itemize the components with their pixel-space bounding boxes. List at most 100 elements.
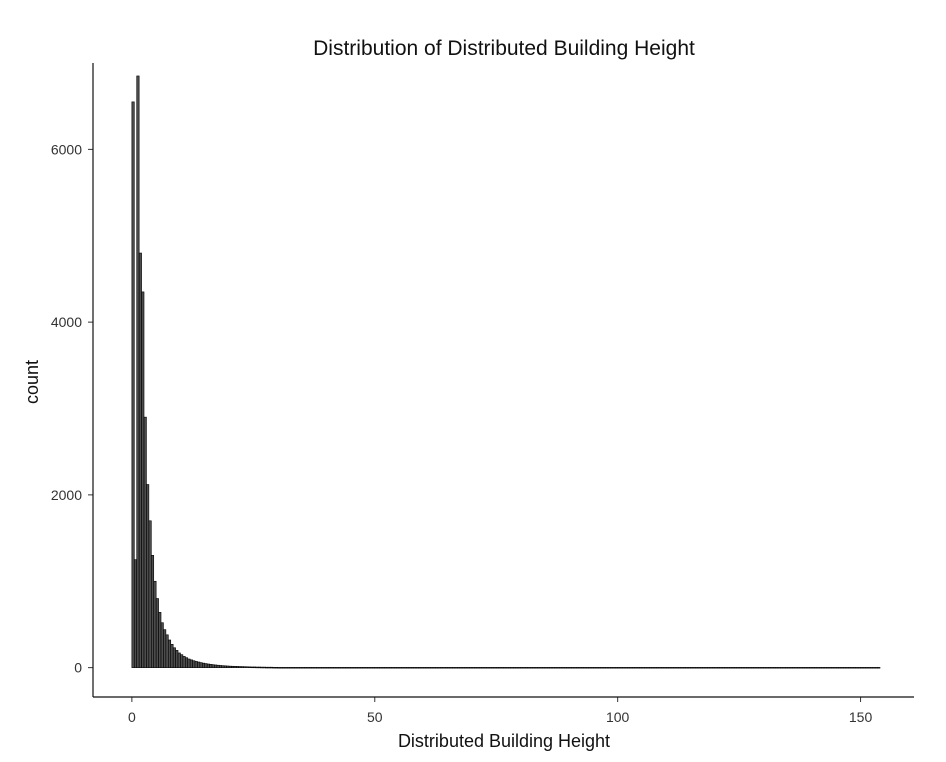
histogram-bar: [746, 667, 750, 669]
histogram-bar: [379, 667, 383, 669]
histogram-bar: [614, 667, 618, 669]
histogram-bar: [245, 666, 249, 668]
histogram-bar: [687, 667, 691, 669]
histogram-bar: [651, 667, 655, 669]
y-tick-label: 4000: [51, 314, 82, 330]
histogram-bar: [804, 667, 808, 669]
histogram-bar: [301, 667, 305, 669]
histogram-bar: [668, 667, 672, 669]
histogram-bar: [818, 667, 823, 669]
histogram-bar: [274, 666, 278, 669]
histogram-bar: [255, 666, 259, 669]
x-tick-label: 0: [128, 709, 136, 725]
histogram-bar: [505, 667, 509, 669]
histogram-bar: [248, 666, 252, 668]
histogram-bar: [855, 667, 859, 669]
histogram-bar: [148, 520, 152, 668]
histogram-bar: [362, 667, 366, 669]
histogram-bar: [406, 667, 410, 669]
histogram-bar: [605, 667, 609, 669]
histogram-bar: [430, 667, 434, 669]
histogram-bar: [308, 667, 312, 669]
histogram-bar: [500, 667, 504, 669]
histogram-bar: [767, 667, 771, 669]
histogram-bar: [831, 667, 835, 669]
x-axis-title: Distributed Building Height: [398, 731, 610, 751]
histogram-bar: [794, 667, 798, 669]
histogram-bar: [806, 667, 810, 669]
histogram-bar: [653, 667, 657, 669]
histogram-bar: [287, 667, 291, 669]
histogram-bar: [784, 667, 788, 669]
histogram-bar: [719, 667, 723, 669]
histogram-bar: [449, 667, 453, 669]
histogram-bar: [631, 667, 635, 669]
histogram-bar: [869, 667, 874, 669]
histogram-bar: [665, 667, 669, 669]
histogram-bar: [809, 667, 813, 669]
histogram-bar: [226, 665, 230, 668]
histogram-bar: [566, 667, 570, 669]
histogram-bar: [799, 667, 803, 669]
histogram-bar: [185, 657, 189, 668]
histogram-bar: [816, 667, 820, 669]
histogram-bar: [578, 667, 582, 669]
histogram-bar: [311, 667, 315, 669]
histogram-bar: [236, 666, 240, 668]
histogram-bar: [763, 667, 767, 669]
histogram-bar: [644, 667, 648, 669]
x-tick-label: 100: [606, 709, 630, 725]
histogram-bar: [265, 666, 269, 669]
histogram-bar: [182, 656, 186, 668]
chart-title: Distribution of Distributed Building Hei…: [313, 37, 695, 60]
histogram-bar: [525, 667, 529, 669]
histogram-bar: [559, 667, 563, 669]
histogram-bar: [291, 667, 295, 669]
histogram-bar: [175, 650, 179, 668]
histogram-bar: [707, 667, 711, 669]
y-tick-label: 2000: [51, 487, 82, 503]
histogram-bar: [172, 647, 176, 668]
histogram-bar: [418, 667, 422, 669]
histogram-bar: [845, 667, 849, 669]
histogram-bar: [568, 667, 572, 669]
histogram-bar: [260, 666, 264, 669]
histogram-bar: [398, 667, 402, 669]
histogram-bar: [610, 667, 614, 669]
histogram-bar: [716, 667, 720, 669]
histogram-bar: [483, 667, 487, 669]
histogram-bar: [270, 666, 274, 669]
histogram-bar: [646, 667, 650, 669]
histogram-bar: [415, 667, 419, 669]
histogram-bar: [857, 667, 861, 669]
y-tick-label: 6000: [51, 141, 82, 157]
histogram-bar: [350, 667, 354, 669]
histogram-bar: [542, 667, 546, 669]
histogram-bar: [461, 667, 465, 669]
histogram-bar: [597, 667, 601, 669]
histogram-bar: [750, 667, 754, 669]
histogram-bar: [340, 667, 344, 669]
histogram-bar: [641, 667, 645, 669]
histogram-bar: [318, 667, 322, 669]
histogram-bar: [427, 667, 431, 669]
histogram-bar: [780, 667, 784, 669]
histogram-bar: [464, 667, 468, 669]
histogram-bar: [695, 667, 699, 669]
histogram-bar: [403, 667, 407, 669]
histogram-bar: [814, 667, 818, 669]
histogram-bar: [393, 667, 397, 669]
histogram-bar: [862, 667, 866, 669]
histogram-bar: [374, 667, 378, 669]
histogram-bar: [755, 667, 759, 669]
histogram-bar: [299, 667, 303, 669]
histogram-bar: [206, 663, 210, 668]
histogram-bar: [712, 667, 716, 669]
histogram-bar: [544, 667, 548, 669]
histogram-bar: [440, 667, 444, 669]
histogram-bar: [821, 667, 825, 669]
histogram-bar: [202, 662, 206, 668]
histogram-bar: [508, 667, 512, 669]
histogram-bar: [833, 667, 837, 669]
x-axis-ticks: 0 50 100 150: [128, 697, 872, 725]
